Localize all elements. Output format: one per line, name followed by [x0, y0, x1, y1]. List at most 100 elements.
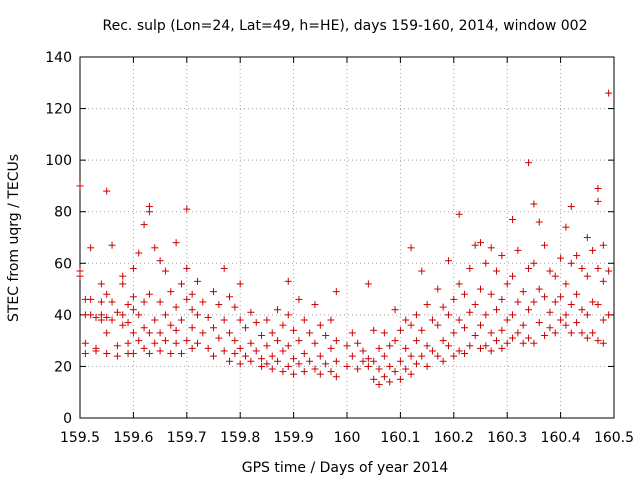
- data-point: [594, 337, 602, 345]
- data-point: [471, 331, 479, 339]
- y-tick-label: 80: [54, 205, 72, 221]
- data-point: [210, 324, 217, 332]
- data-point: [402, 344, 410, 352]
- data-point: [87, 295, 95, 303]
- data-point: [525, 264, 533, 272]
- data-point: [514, 246, 522, 254]
- data-point: [103, 290, 111, 298]
- data-point: [434, 352, 442, 360]
- data-point: [156, 329, 164, 337]
- data-point: [268, 352, 276, 360]
- data-point: [183, 205, 191, 213]
- data-point: [193, 277, 201, 285]
- data-point: [108, 298, 116, 306]
- data-point: [498, 295, 506, 303]
- data-point: [316, 321, 324, 329]
- data-point: [583, 234, 591, 241]
- x-tick-label: 160.3: [487, 430, 527, 446]
- data-point: [514, 298, 522, 306]
- data-point: [124, 339, 132, 347]
- y-tick-label: 120: [45, 102, 72, 118]
- data-point: [76, 182, 84, 190]
- data-point: [589, 246, 597, 254]
- data-point: [391, 368, 399, 376]
- y-axis-label: STEC from uqrg / TECUs: [6, 154, 22, 322]
- data-point: [375, 365, 383, 373]
- data-point: [482, 259, 490, 267]
- data-point: [284, 277, 292, 285]
- data-point: [103, 350, 111, 358]
- data-point: [477, 344, 484, 352]
- data-point: [444, 342, 452, 350]
- data-point: [503, 280, 511, 288]
- data-point: [578, 306, 586, 314]
- data-point: [87, 311, 95, 319]
- data-point: [573, 252, 581, 260]
- x-tick-label: 159.6: [113, 430, 153, 446]
- data-point: [226, 329, 234, 337]
- data-point: [220, 316, 228, 324]
- data-point: [81, 350, 89, 358]
- data-point: [364, 280, 372, 288]
- data-point: [236, 316, 244, 324]
- x-axis-tick-labels: 159.5 159.6 159.7 159.8 159.9 160 160.1 160.2 16…: [60, 430, 634, 446]
- data-point: [466, 342, 474, 350]
- data-point: [535, 319, 543, 327]
- data-point: [247, 339, 255, 347]
- data-point: [135, 337, 143, 345]
- data-point: [231, 337, 239, 345]
- data-point: [129, 293, 137, 301]
- data-point: [546, 308, 554, 316]
- data-point: [268, 365, 276, 373]
- data-point: [444, 311, 452, 319]
- data-point: [113, 352, 121, 360]
- data-point: [557, 293, 565, 301]
- data-point: [129, 264, 137, 272]
- data-point: [407, 352, 415, 360]
- data-point: [343, 342, 351, 350]
- data-point: [418, 267, 426, 275]
- data-point: [183, 295, 191, 303]
- data-point: [605, 311, 613, 319]
- data-point: [471, 301, 479, 309]
- data-point: [487, 329, 495, 337]
- data-point: [434, 321, 442, 329]
- data-point: [583, 311, 591, 319]
- data-point: [460, 324, 468, 332]
- data-point: [145, 290, 153, 298]
- data-point: [493, 337, 501, 345]
- data-point: [161, 311, 169, 319]
- data-point: [402, 365, 410, 373]
- data-point: [97, 280, 105, 288]
- data-point: [97, 316, 105, 324]
- data-point: [322, 360, 330, 368]
- data-point: [541, 293, 549, 301]
- data-point: [535, 218, 543, 226]
- data-point: [546, 324, 554, 332]
- data-points: [76, 89, 613, 388]
- data-point: [145, 208, 153, 216]
- data-point: [487, 244, 495, 252]
- data-point: [183, 264, 191, 272]
- data-point: [124, 319, 132, 327]
- data-point: [359, 347, 367, 355]
- data-point: [215, 334, 223, 342]
- data-point: [482, 342, 490, 350]
- data-point: [562, 321, 570, 329]
- data-point: [477, 321, 484, 329]
- data-point: [354, 339, 362, 347]
- chart-title: Rec. sulp (Lon=24, Lat=49, h=HE), days 1…: [103, 18, 588, 34]
- data-point: [402, 316, 410, 324]
- data-point: [391, 337, 399, 345]
- data-point: [247, 357, 255, 365]
- data-point: [92, 313, 100, 321]
- data-point: [567, 329, 575, 337]
- y-tick-label: 100: [45, 153, 72, 169]
- data-point: [434, 285, 442, 293]
- data-point: [311, 365, 319, 373]
- data-point: [509, 311, 517, 319]
- data-point: [589, 298, 597, 306]
- data-point: [129, 306, 137, 314]
- data-point: [380, 352, 388, 360]
- data-point: [471, 241, 479, 249]
